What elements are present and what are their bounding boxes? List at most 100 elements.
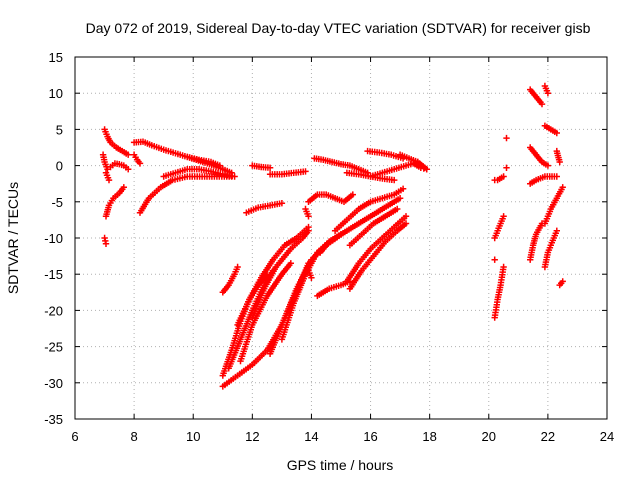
data-point-marks	[527, 144, 552, 169]
series-track-43	[503, 164, 510, 171]
x-axis-label: GPS time / hours	[287, 457, 394, 473]
series-track-41	[491, 173, 507, 184]
series-track-32	[346, 220, 410, 292]
y-axis-label: SDTVAR / TECUs	[5, 182, 21, 294]
data-points	[99, 82, 566, 390]
series-track-11	[219, 263, 241, 296]
x-tick-label: 12	[245, 429, 259, 444]
series-track-20	[243, 200, 286, 216]
x-tick-label: 24	[600, 429, 614, 444]
series-track-30	[343, 213, 410, 285]
data-point-marks	[527, 220, 546, 263]
y-tick-label: -10	[44, 231, 63, 246]
data-point-marks	[243, 200, 286, 216]
series-track-29	[331, 185, 407, 234]
x-tick-label: 22	[541, 429, 555, 444]
series-track-50	[527, 220, 546, 263]
data-point-marks	[101, 126, 132, 158]
series-track-15	[237, 260, 294, 365]
data-point-marks	[527, 86, 546, 108]
y-tick-label: 5	[56, 122, 63, 137]
data-point-marks	[102, 184, 127, 220]
series-track-42	[503, 134, 510, 142]
series-track-24	[302, 205, 312, 220]
data-point-marks	[249, 162, 274, 171]
x-tick-label: 10	[186, 429, 200, 444]
x-tick-label: 18	[422, 429, 436, 444]
series-track-51	[541, 184, 566, 227]
chart-title: Day 072 of 2019, Sidereal Day-to-day VTE…	[86, 20, 591, 36]
x-tick-label: 20	[482, 429, 496, 444]
data-point-marks	[553, 147, 563, 166]
series-track-2	[101, 126, 132, 158]
y-tick-label: 10	[49, 86, 63, 101]
series-track-8	[136, 173, 235, 216]
series-track-21	[249, 162, 274, 171]
series-track-27	[317, 195, 404, 256]
data-point-marks	[491, 213, 507, 242]
grid-lines	[75, 57, 607, 419]
series-track-4	[102, 184, 127, 220]
series-track-40	[491, 256, 498, 263]
data-point-marks	[491, 173, 507, 184]
x-tick-label: 16	[363, 429, 377, 444]
series-track-45	[541, 82, 552, 97]
axis-ticks: 6 8 10 12 14 16 18 20 22 24 15 10 5 0 -5 -10 -15 -20 -25 -3…	[44, 50, 614, 444]
series-track-39	[491, 213, 507, 242]
data-point-marks	[343, 213, 410, 285]
plot-frame	[74, 56, 608, 420]
data-point-marks	[541, 122, 560, 137]
series-track-47	[527, 144, 552, 169]
x-tick-label: 8	[130, 429, 137, 444]
series-track-1	[99, 151, 132, 173]
data-point-marks	[101, 234, 110, 247]
data-point-marks	[219, 263, 241, 296]
series-track-3	[101, 234, 110, 247]
data-point-marks	[331, 185, 407, 234]
y-tick-label: -15	[44, 267, 63, 282]
data-point-marks	[527, 173, 560, 187]
data-point-marks	[346, 205, 401, 249]
data-point-marks	[160, 166, 238, 180]
y-tick-label: -25	[44, 340, 63, 355]
x-tick-label: 14	[304, 429, 318, 444]
data-point-marks	[317, 195, 404, 256]
series-track-44	[527, 86, 546, 108]
x-tick-label: 6	[71, 429, 78, 444]
y-tick-label: -20	[44, 303, 63, 318]
series-track-17	[249, 227, 312, 321]
series-track-7	[130, 151, 144, 167]
series-track-16	[234, 223, 312, 329]
data-point-marks	[184, 153, 235, 176]
series-track-46	[541, 122, 560, 137]
series-track-9	[160, 166, 238, 180]
data-point-marks	[266, 168, 309, 178]
data-point-marks	[102, 169, 113, 184]
series-track-25	[305, 267, 315, 281]
y-tick-label: 15	[49, 50, 63, 65]
series-track-49	[553, 147, 563, 166]
series-track-53	[556, 278, 566, 289]
data-point-marks	[249, 227, 312, 321]
data-point-marks	[311, 155, 371, 176]
data-point-marks	[305, 267, 315, 281]
data-point-marks	[556, 278, 566, 289]
y-tick-label: -5	[51, 195, 63, 210]
data-point-marks	[234, 223, 312, 329]
data-point-marks	[491, 263, 507, 321]
data-point-marks	[541, 82, 552, 97]
y-tick-label: -35	[44, 412, 63, 427]
data-point-marks	[237, 260, 294, 365]
series-track-38	[491, 263, 507, 321]
data-point-marks	[130, 151, 144, 167]
series-track-22	[266, 168, 309, 178]
series-track-5	[102, 169, 113, 184]
series-track-37	[411, 161, 430, 173]
data-point-marks	[541, 184, 566, 227]
data-point-marks	[541, 227, 560, 271]
data-point-marks	[136, 173, 235, 216]
series-track-23	[305, 191, 356, 205]
series-track-48	[527, 173, 560, 187]
data-point-marks	[305, 191, 356, 205]
